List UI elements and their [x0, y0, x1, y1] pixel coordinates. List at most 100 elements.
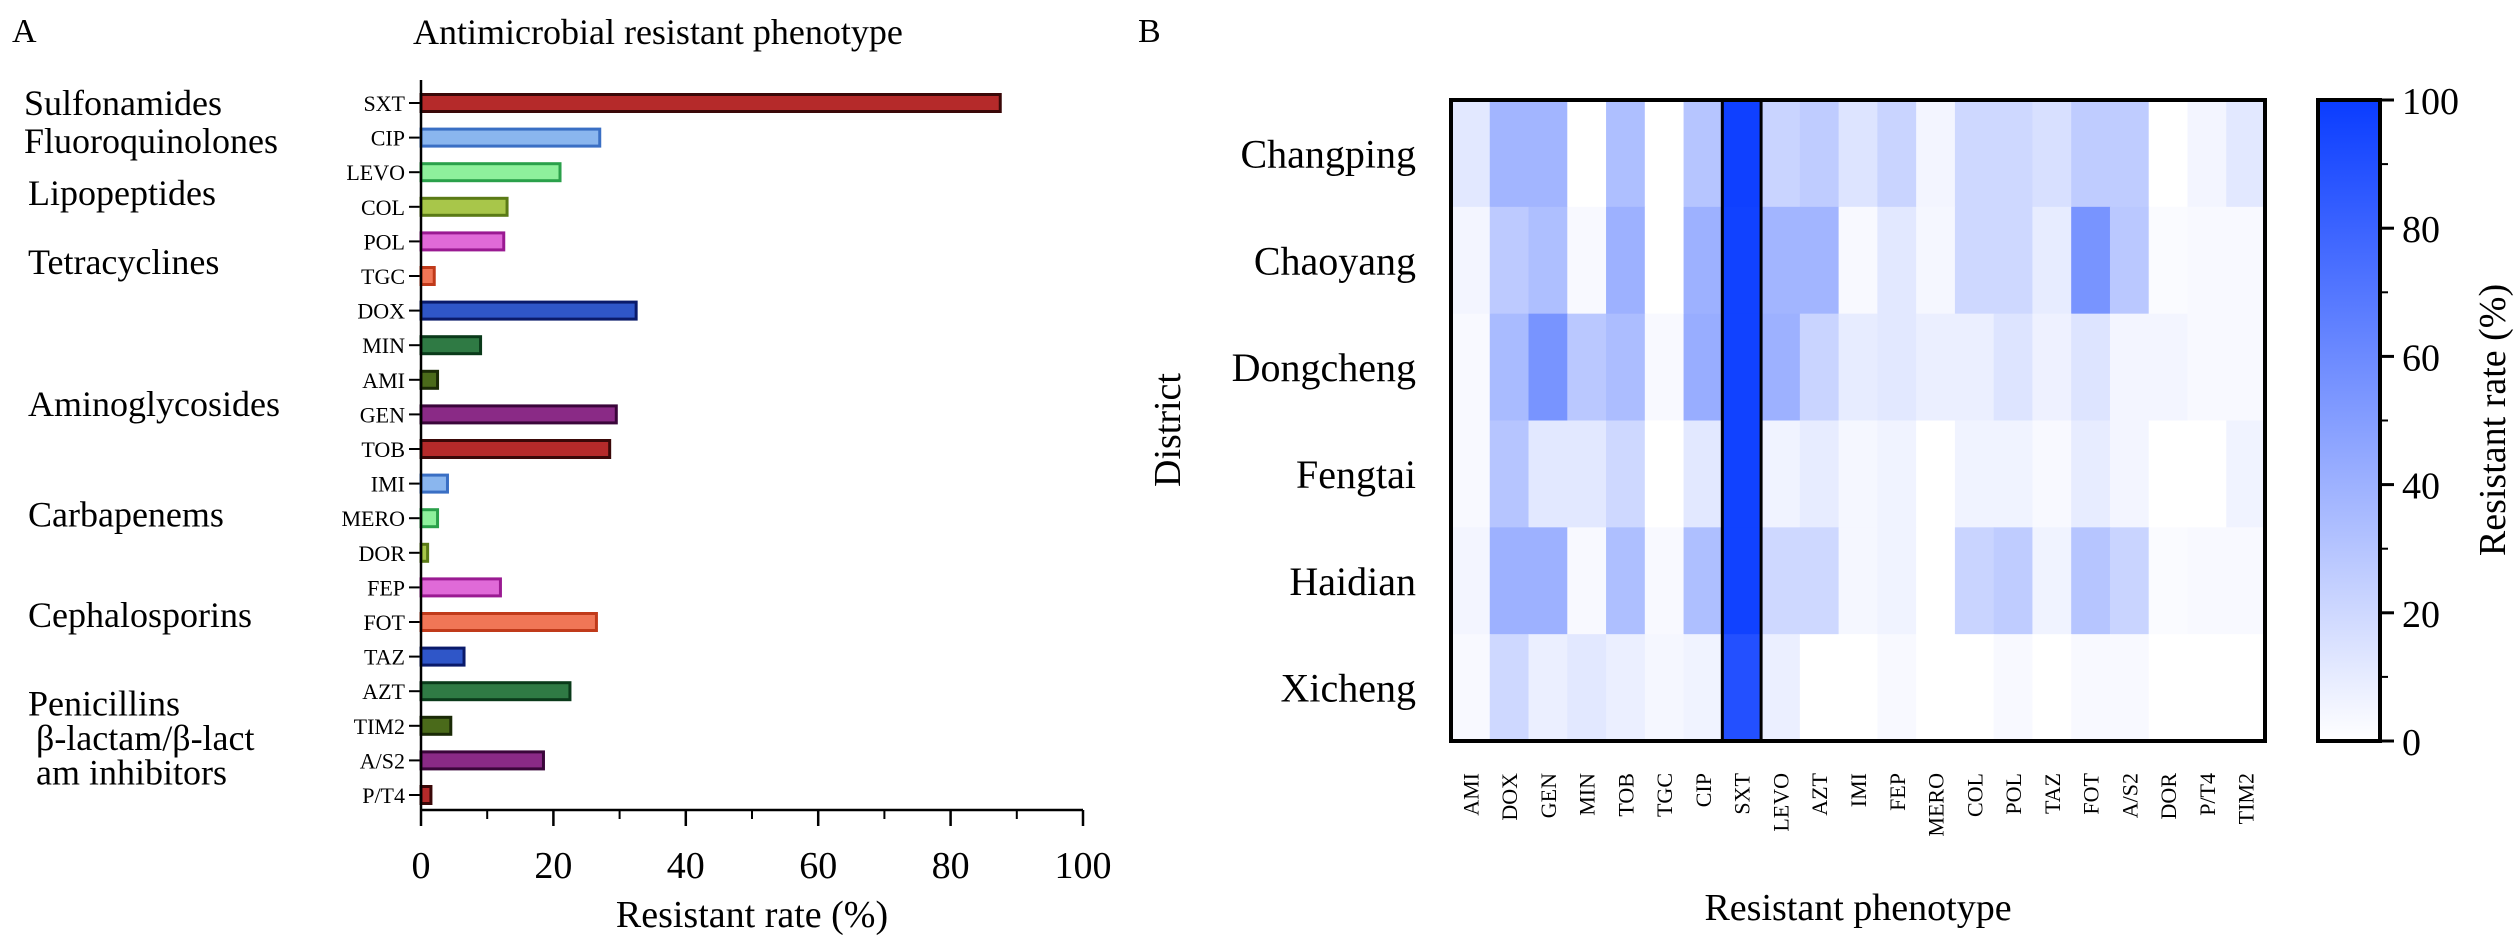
heatmap-cell: [2071, 313, 2111, 422]
heatmap-cell: [2148, 100, 2189, 208]
x-tick-label: 60: [799, 845, 837, 887]
heatmap-cell: [1954, 313, 1995, 422]
heatmap-cell: [1683, 527, 1723, 635]
heatmap-cell: [1528, 527, 1568, 635]
heatmap-cell: [1993, 100, 2034, 208]
drug-class-label: β-lactam/β-lact: [36, 718, 255, 758]
phenotype-label: AZT: [1807, 772, 1832, 815]
bar-azt: [419, 681, 572, 702]
heatmap-cell: [1722, 634, 1762, 742]
heatmap-cell: [1916, 634, 1956, 742]
category-label: TGC: [361, 264, 405, 289]
heatmap-cell: [1799, 420, 1840, 528]
heatmap-cell: [1567, 527, 1607, 635]
bar-fot: [419, 612, 598, 632]
heatmap-cell: [2032, 634, 2072, 742]
bar-chart-x-label: Resistant rate (%): [616, 894, 888, 936]
heatmap-cell: [1877, 100, 1917, 208]
panel-a-label: A: [12, 13, 37, 50]
heatmap-cell: [1528, 634, 1568, 742]
heatmap-cell: [1722, 527, 1762, 635]
heatmap-cell: [1916, 420, 1956, 528]
heatmap-cell: [1528, 420, 1568, 528]
heatmap-cell: [1722, 420, 1762, 528]
heatmap-cell: [1683, 420, 1723, 528]
heatmap-cell: [1838, 206, 1878, 315]
category-label: LEVO: [346, 160, 405, 185]
category-label: MERO: [341, 506, 405, 531]
heatmap-cell: [2187, 206, 2227, 315]
heatmap-cell: [1761, 527, 1801, 635]
category-label: TIM2: [354, 714, 405, 739]
heatmap-cell: [1528, 206, 1568, 315]
district-label: Dongcheng: [1232, 345, 1416, 390]
phenotype-label: AMI: [1458, 773, 1483, 816]
panel-b: B Changping Chaoyang Dongcheng Fengtai Haidi…: [1138, 13, 2514, 929]
colorbar-tick-label: 40: [2402, 466, 2440, 508]
bar-col: [419, 196, 509, 217]
heatmap-y-label: District: [1147, 373, 1189, 487]
heatmap-cell: [1567, 313, 1607, 422]
heatmap-cell: [1993, 313, 2034, 422]
x-axis: 0 20 40 60 80 100: [412, 80, 1112, 887]
heatmap-cell: [1877, 527, 1917, 635]
heatmap-cell: [2226, 634, 2266, 742]
heatmap-cell: [1877, 420, 1917, 528]
phenotype-label: MIN: [1575, 773, 1600, 816]
heatmap-cell: [1606, 206, 1646, 315]
drug-class-label: Penicillins: [28, 683, 180, 723]
heatmap-cell: [1567, 634, 1607, 742]
heatmap-cell: [1567, 420, 1607, 528]
heatmap-cell: [2032, 100, 2072, 208]
colorbar-gradient: [2316, 98, 2382, 743]
category-label: AMI: [362, 368, 405, 393]
heatmap-cell: [1954, 206, 1995, 315]
heatmap-cell: [1489, 313, 1530, 422]
heatmap-cell: [1761, 420, 1801, 528]
heatmap-cell: [1799, 100, 1840, 208]
phenotype-label: P/T4: [2195, 773, 2220, 816]
heatmap-cell: [1722, 206, 1762, 315]
heatmap-cell: [1761, 313, 1801, 422]
heatmap-cell: [1916, 100, 1956, 208]
heatmap-cell: [1644, 206, 1685, 315]
category-label: IMI: [371, 472, 405, 497]
bar-dox: [419, 300, 638, 321]
phenotype-label: DOX: [1497, 773, 1522, 821]
district-label: Haidian: [1289, 559, 1416, 604]
heatmap-cell: [1761, 634, 1801, 742]
heatmap-cell: [1644, 527, 1685, 635]
heatmap-cell: [2187, 100, 2227, 208]
category-label: COL: [361, 195, 405, 220]
bar-tob: [419, 439, 612, 459]
heatmap-cell: [1451, 527, 1491, 635]
x-tick-label: 40: [667, 845, 705, 887]
heatmap-cell: [1838, 420, 1878, 528]
heatmap-cell: [1489, 100, 1530, 208]
heatmap-cell: [1683, 206, 1723, 315]
drug-class-label: Sulfonamides: [24, 83, 222, 123]
phenotype-label: A/S2: [2117, 773, 2142, 818]
category-label: FEP: [367, 575, 405, 600]
heatmap-cell: [2109, 100, 2150, 208]
heatmap-cell: [1954, 420, 1995, 528]
heatmap-cell: [1993, 634, 2034, 742]
heatmap-cell: [1606, 420, 1646, 528]
category-label: TAZ: [364, 645, 405, 670]
category-label: A/S2: [360, 748, 405, 773]
x-tick-label: 80: [932, 845, 970, 887]
heatmap-cell: [1567, 100, 1607, 208]
heatmap-cell: [1644, 634, 1685, 742]
heatmap-cell: [1799, 527, 1840, 635]
heatmap-cell: [1993, 206, 2034, 315]
colorbar-tick-label: 80: [2402, 209, 2440, 251]
heatmap-cell: [1451, 100, 1491, 208]
bar-min: [419, 335, 483, 356]
drug-class-label: am inhibitors: [36, 753, 227, 793]
heatmap-cell: [2071, 100, 2111, 208]
heatmap-cell: [1489, 420, 1530, 528]
heatmap-cell: [2109, 313, 2150, 422]
x-tick-label: 20: [534, 845, 572, 887]
heatmap-cell: [1799, 634, 1840, 742]
